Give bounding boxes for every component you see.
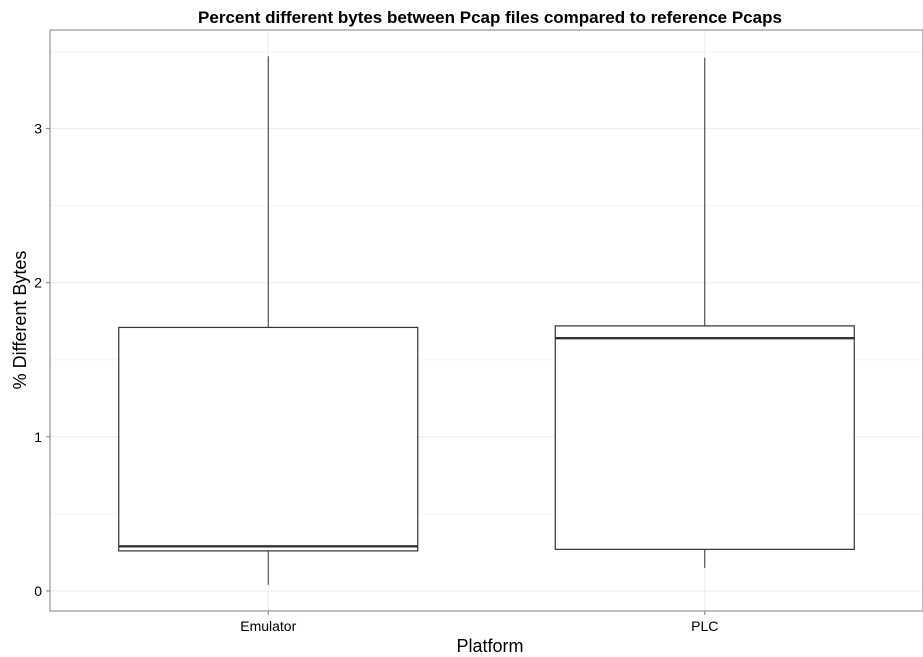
box-iqr xyxy=(118,326,419,552)
y-tick-label: 0 xyxy=(34,583,42,599)
y-axis-title: % Different Bytes xyxy=(10,251,30,390)
box-plc xyxy=(554,57,855,568)
x-tick-label: PLC xyxy=(691,618,718,634)
box-iqr xyxy=(554,325,855,550)
x-tick-label: Emulator xyxy=(240,618,296,634)
y-tick-label: 2 xyxy=(34,275,42,291)
x-axis: Emulator PLC xyxy=(240,611,718,634)
boxes xyxy=(118,56,855,585)
x-axis-title: Platform xyxy=(456,636,523,656)
y-tick-label: 1 xyxy=(34,429,42,445)
box-emulator xyxy=(118,56,419,585)
panel-border xyxy=(49,29,923,612)
y-tick-label: 3 xyxy=(34,121,42,137)
y-axis: 0 1 2 3 xyxy=(34,121,50,599)
chart-title: Percent different bytes between Pcap fil… xyxy=(198,8,782,27)
